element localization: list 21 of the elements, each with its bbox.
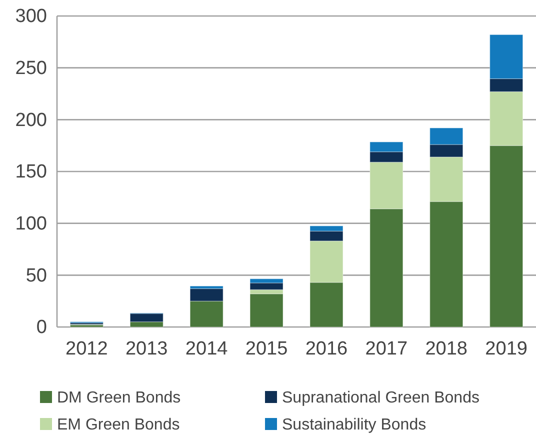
x-tick-label: 2018	[425, 338, 468, 360]
x-tick-label: 2017	[365, 338, 408, 360]
bar	[250, 294, 284, 328]
x-tick-label: 2014	[185, 338, 228, 360]
x-tick-label: 2013	[125, 338, 168, 360]
bar	[250, 282, 284, 290]
x-tick-label: 2015	[245, 338, 288, 360]
legend-label: DM Green Bonds	[57, 390, 181, 407]
x-tick-label: 2016	[305, 338, 348, 360]
y-tick-label: 0	[36, 317, 47, 338]
y-tick-label: 150	[15, 162, 47, 183]
legend-label: Sustainability Bonds	[282, 416, 426, 434]
y-tick-label: 100	[15, 213, 47, 234]
y-tick-label: 50	[26, 265, 47, 286]
legend-label: Supranational Green Bonds	[282, 390, 480, 407]
y-tick-label: 250	[15, 58, 47, 79]
x-tick-label: 2012	[66, 338, 108, 360]
legend-label: EM Green Bonds	[57, 416, 180, 434]
y-tick-label: 200	[15, 110, 47, 131]
x-tick-label: 2019	[485, 338, 528, 360]
y-tick-label: 300	[15, 6, 47, 28]
